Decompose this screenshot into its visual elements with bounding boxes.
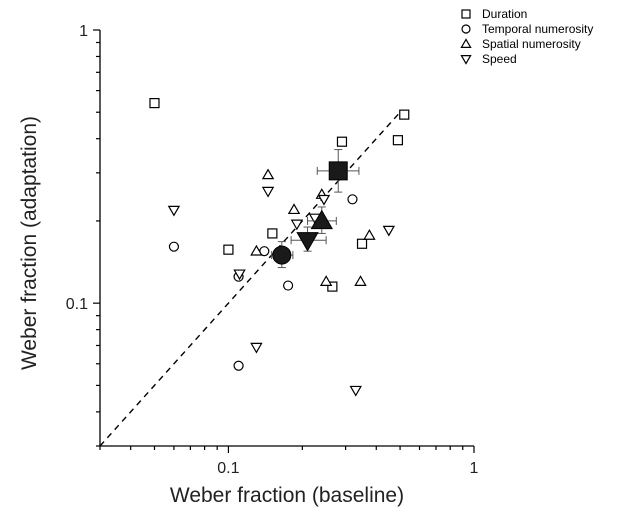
legend-label: Temporal numerosity [482,22,593,36]
x-axis-title: Weber fraction (baseline) [170,484,404,507]
square-point [399,109,410,120]
square-point [336,136,348,147]
legend-marker-triangle-up [460,38,472,49]
identity-line [99,111,401,447]
triangle-down-point [261,186,275,198]
triangle-up-point [354,275,367,286]
square-point [149,98,160,109]
triangle-up-mean-marker [310,209,334,230]
axes: 0.1 1 0.1 1 [66,23,479,477]
circle-mean-marker [272,245,292,265]
triangle-up-point [287,203,301,215]
circle-point [233,360,244,371]
legend-label: Spatial numerosity [482,37,581,51]
triangle-down-point [250,342,263,354]
legend-marker-circle [461,24,471,34]
square-point [327,281,338,292]
triangle-down-point [233,269,246,281]
triangle-down-mean-marker [296,232,319,252]
triangle-down-point [382,225,396,237]
triangle-up-point [261,168,275,180]
y-tick-label: 1 [79,23,88,40]
triangle-up-point [250,244,263,256]
legend-label: Duration [482,7,527,21]
square-point [392,135,404,146]
legend-marker-triangle-down [460,54,472,65]
y-tick-label: 0.1 [66,296,88,313]
x-tick-label: 0.1 [217,460,239,477]
square-point [267,228,278,239]
plot-area [99,98,410,447]
circle-point [347,194,358,205]
triangle-up-point [319,275,333,286]
triangle-down-point [317,194,331,206]
triangle-up-point [363,229,376,240]
square-mean-marker [328,161,348,181]
legend-marker-square [461,9,471,19]
triangle-down-point [349,385,362,397]
square-point [223,244,234,255]
y-axis-title: Weber fraction (adaptation) [18,116,41,370]
circle-point [168,241,180,252]
circle-point [282,280,294,291]
x-tick-label: 1 [470,460,479,477]
legend-label: Speed [482,52,517,66]
triangle-down-point [290,219,304,231]
triangle-down-point [167,205,181,217]
square-point [356,238,368,249]
